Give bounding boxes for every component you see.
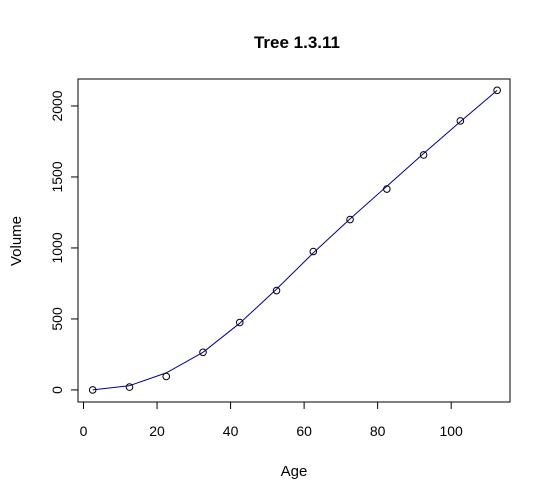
data-point	[383, 185, 391, 193]
chart-title: Tree 1.3.11	[254, 33, 340, 52]
data-point	[88, 386, 97, 394]
data-points	[88, 86, 501, 394]
y-tick-label: 2000	[49, 90, 65, 121]
x-axis: 0 20 40 60 80 100	[80, 401, 463, 439]
data-point	[235, 318, 244, 327]
data-point	[272, 286, 281, 295]
y-tick-label: 500	[49, 307, 65, 331]
y-tick-label: 1000	[49, 232, 65, 263]
x-tick-label: 60	[296, 423, 312, 439]
y-axis-label: Volume	[8, 216, 25, 266]
x-tick-label: 80	[370, 423, 386, 439]
x-tick-label: 20	[149, 423, 165, 439]
data-point	[456, 117, 465, 125]
x-axis-label: Age	[281, 463, 308, 480]
y-tick-label: 0	[49, 386, 65, 394]
data-point	[493, 86, 501, 95]
data-point	[125, 383, 134, 391]
data-point	[419, 151, 428, 159]
x-tick-label: 0	[80, 423, 88, 439]
y-axis: 0 500 1000 1500 2000	[49, 90, 79, 394]
data-point	[199, 348, 207, 357]
x-tick-label: 100	[439, 423, 463, 439]
data-point	[162, 372, 171, 381]
x-tick-label: 40	[223, 423, 239, 439]
fitted-line	[92, 89, 498, 391]
data-point	[346, 215, 354, 224]
plot-frame	[77, 78, 511, 403]
y-tick-label: 1500	[49, 161, 65, 192]
data-point	[309, 247, 318, 256]
